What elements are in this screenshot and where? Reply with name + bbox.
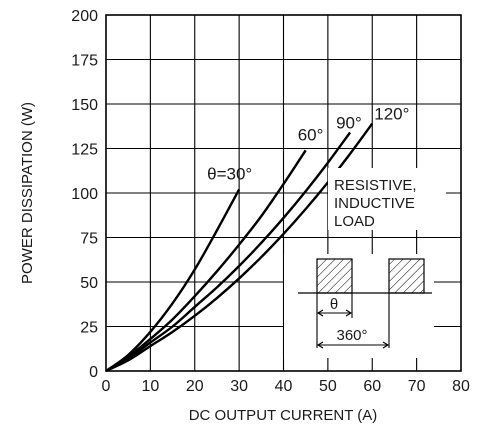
series-line bbox=[105, 149, 307, 373]
conduction-pulse-1 bbox=[316, 258, 353, 294]
conduction-pulse-2 bbox=[388, 258, 425, 294]
period-arrow-left bbox=[316, 341, 324, 349]
series-label: 90° bbox=[336, 113, 362, 132]
x-tick-label: 70 bbox=[408, 378, 426, 395]
annotation-background bbox=[328, 168, 446, 230]
x-axis-label: DC OUTPUT CURRENT (A) bbox=[189, 407, 378, 424]
y-tick-label: 200 bbox=[71, 8, 98, 25]
curves bbox=[105, 122, 374, 373]
x-tick-label: 10 bbox=[141, 378, 159, 395]
y-tick-label: 50 bbox=[80, 275, 98, 292]
annotation-line-1: RESISTIVE, bbox=[334, 177, 417, 194]
plot-frame bbox=[105, 14, 462, 372]
period-arrow-right bbox=[382, 341, 390, 349]
theta-label: θ bbox=[330, 296, 338, 313]
x-tick-label: 0 bbox=[102, 378, 111, 395]
x-tick-label: 50 bbox=[319, 378, 337, 395]
theta-arrow-left bbox=[316, 309, 324, 317]
y-tick-label: 125 bbox=[71, 142, 98, 159]
annotation-line-2: INDUCTIVE bbox=[334, 195, 415, 212]
y-tick-label: 150 bbox=[71, 97, 98, 114]
series-line bbox=[105, 131, 352, 373]
y-tick-label: 25 bbox=[80, 320, 98, 337]
y-axis-label: POWER DISSIPATION (W) bbox=[19, 102, 36, 284]
x-tick-label: 60 bbox=[363, 378, 381, 395]
y-tick-label: 175 bbox=[71, 53, 98, 70]
x-tick-label: 40 bbox=[275, 378, 293, 395]
theta-arrow-right bbox=[345, 309, 353, 317]
waveform-inset: θ 360° bbox=[298, 258, 432, 349]
series-label: θ=30° bbox=[207, 164, 252, 183]
y-tick-label: 100 bbox=[71, 186, 98, 203]
curve-labels: θ=30° 60° 90° 120° bbox=[207, 105, 409, 184]
x-tick-label: 30 bbox=[230, 378, 248, 395]
x-tick-label: 80 bbox=[452, 378, 470, 395]
y-tick-label: 0 bbox=[89, 364, 98, 381]
series-line bbox=[105, 188, 241, 372]
series-label: 120° bbox=[374, 105, 409, 124]
series-label: 60° bbox=[298, 125, 324, 144]
annotation-line-3: LOAD bbox=[334, 213, 375, 230]
period-label: 360° bbox=[336, 327, 367, 344]
tick-labels: 0 10 20 30 40 50 60 70 80 0 25 50 75 100 125 150 175 200 bbox=[71, 8, 470, 395]
y-tick-label: 75 bbox=[80, 231, 98, 248]
series-line bbox=[105, 122, 374, 373]
x-tick-label: 20 bbox=[186, 378, 204, 395]
